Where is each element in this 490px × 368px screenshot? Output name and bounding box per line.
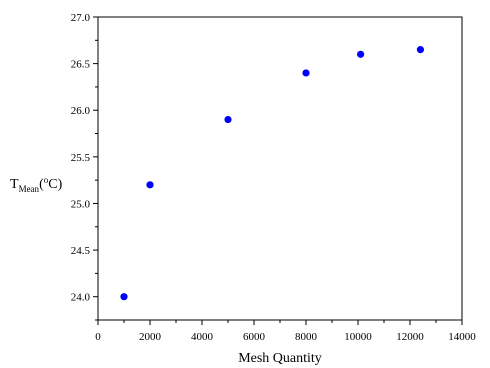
y-tick-label: 25.5 xyxy=(71,152,91,164)
x-tick-label: 0 xyxy=(95,331,101,343)
y-tick-label: 27.0 xyxy=(71,12,91,24)
y-tick-label: 26.0 xyxy=(71,105,91,117)
data-point xyxy=(120,293,128,301)
y-axis-title-unit: C) xyxy=(48,177,62,192)
x-tick-label: 2000 xyxy=(139,331,162,343)
x-tick-label: 4000 xyxy=(191,331,214,343)
plot-frame xyxy=(97,16,463,321)
x-axis: 0 2000 4000 6000 8000 10000 12000 14000 xyxy=(95,320,476,343)
y-tick-label: 24.0 xyxy=(71,292,91,304)
data-point xyxy=(146,181,154,189)
y-tick-label: 26.5 xyxy=(71,59,91,71)
x-tick-label: 12000 xyxy=(396,331,424,343)
y-axis-title-subscript: Mean xyxy=(19,184,40,194)
x-axis-title: Mesh Quantity xyxy=(238,351,322,366)
data-point xyxy=(416,46,424,54)
y-tick-label: 24.5 xyxy=(71,245,91,257)
y-axis-title-main: T xyxy=(10,177,19,192)
data-point xyxy=(302,69,310,77)
y-axis-title-open: ( xyxy=(39,177,44,192)
x-tick-label: 8000 xyxy=(295,331,318,343)
data-points xyxy=(120,46,424,301)
x-tick-label: 10000 xyxy=(344,331,372,343)
x-tick-label: 6000 xyxy=(243,331,266,343)
y-axis-title: TMean(oC) xyxy=(10,175,63,194)
y-axis: 24.0 24.5 25.0 25.5 26.0 26.5 27.0 xyxy=(71,12,98,321)
y-tick-label: 25.0 xyxy=(71,198,91,210)
x-tick-label: 14000 xyxy=(448,331,476,343)
y-axis-title-superscript: o xyxy=(44,175,49,185)
data-point xyxy=(357,50,365,58)
data-point xyxy=(224,115,232,124)
